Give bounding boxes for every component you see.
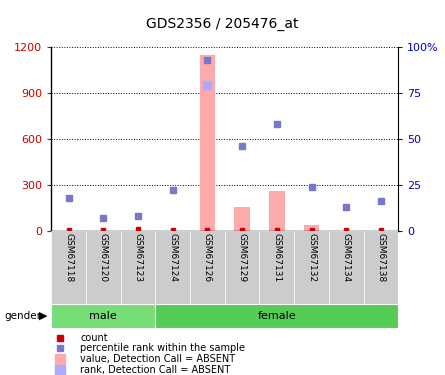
Bar: [199, 54, 215, 231]
Bar: [294, 231, 329, 304]
Bar: [234, 207, 250, 231]
Text: GSM67123: GSM67123: [134, 233, 142, 282]
Text: count: count: [80, 333, 108, 343]
Text: GSM67129: GSM67129: [238, 233, 247, 282]
Text: rank, Detection Call = ABSENT: rank, Detection Call = ABSENT: [80, 365, 231, 375]
Text: GSM67118: GSM67118: [64, 233, 73, 282]
Text: male: male: [89, 311, 117, 321]
Bar: [259, 231, 294, 304]
Bar: [364, 231, 398, 304]
Text: GSM67132: GSM67132: [307, 233, 316, 282]
Text: female: female: [258, 311, 296, 321]
Text: value, Detection Call = ABSENT: value, Detection Call = ABSENT: [80, 354, 235, 364]
Text: GSM67134: GSM67134: [342, 233, 351, 282]
Text: GSM67138: GSM67138: [376, 233, 385, 282]
Bar: [155, 231, 190, 304]
Text: GSM67124: GSM67124: [168, 233, 177, 282]
Text: GSM67120: GSM67120: [99, 233, 108, 282]
Text: gender: gender: [4, 311, 41, 321]
Bar: [303, 225, 320, 231]
Bar: [190, 231, 225, 304]
Bar: [155, 304, 398, 328]
Bar: [121, 231, 155, 304]
Bar: [51, 304, 155, 328]
Bar: [269, 191, 285, 231]
Text: ▶: ▶: [39, 311, 47, 321]
Bar: [51, 231, 86, 304]
Bar: [329, 231, 364, 304]
Text: GSM67126: GSM67126: [203, 233, 212, 282]
Bar: [86, 231, 121, 304]
Text: GSM67131: GSM67131: [272, 233, 281, 282]
Bar: [225, 231, 259, 304]
Text: percentile rank within the sample: percentile rank within the sample: [80, 344, 245, 354]
Text: GDS2356 / 205476_at: GDS2356 / 205476_at: [146, 17, 299, 31]
